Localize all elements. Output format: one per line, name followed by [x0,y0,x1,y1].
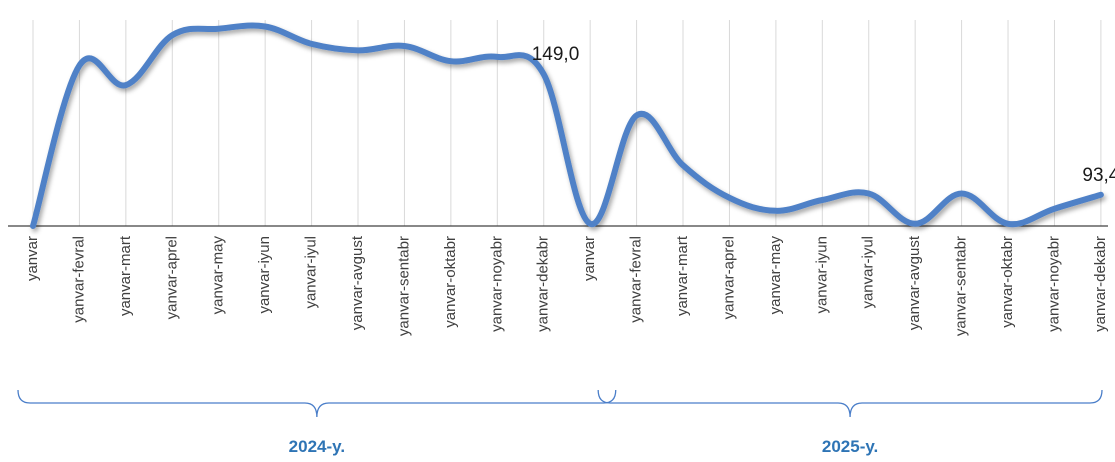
data-label: 93,4 [1082,165,1115,186]
x-tick-label: yanvar-fevral [628,236,645,323]
data-label: 149,0 [532,44,580,65]
x-tick-label: yanvar-avgust [349,235,366,330]
data-labels: 149,0 93,4 [532,44,1115,186]
x-tick-label: yanvar-oktabr [999,236,1016,328]
year-bracket [597,389,1103,418]
x-tick-label: yanvar-mart [674,235,691,316]
x-tick-label: yanvar-fevral [70,236,87,323]
series-line [30,22,1104,229]
x-tick-label: yanvar-sentabr [395,236,412,336]
x-tick-label: yanvar-aprel [720,236,737,319]
x-tick-label: yanvar-oktabr [442,236,459,328]
year-label: 2024-y. [289,437,345,456]
year-groups: 2024-y. 2025-y. [17,389,1103,456]
x-tick-label: yanvar-dekabr [535,236,552,332]
x-tick-label: yanvar-avgust [906,235,923,330]
x-tick-labels: yanvar yanvar-fevral yanvar-mart yanvar-apr… [24,235,1109,336]
x-tick-label: yanvar-iyul [303,236,320,309]
x-tick-label: yanvar-may [210,236,227,315]
x-tick-label: yanvar-iyun [813,236,830,314]
x-tick-label: yanvar-may [767,236,784,315]
x-tick-label: yanvar-noyabr [1045,236,1062,332]
year-label: 2025-y. [822,437,878,456]
x-tick-label: yanvar-mart [117,235,134,316]
year-bracket [17,389,617,418]
x-tick-label: yanvar-noyabr [488,236,505,332]
x-tick-label: yanvar-sentabr [953,236,970,336]
x-tick-label: yanvar-dekabr [1092,236,1109,332]
x-tick-label: yanvar-iyun [256,236,273,314]
x-tick-label: yanvar [24,236,41,281]
x-tick-label: yanvar-aprel [163,236,180,319]
x-tick-label: yanvar-iyul [860,236,877,309]
x-tick-label: yanvar [581,236,598,281]
